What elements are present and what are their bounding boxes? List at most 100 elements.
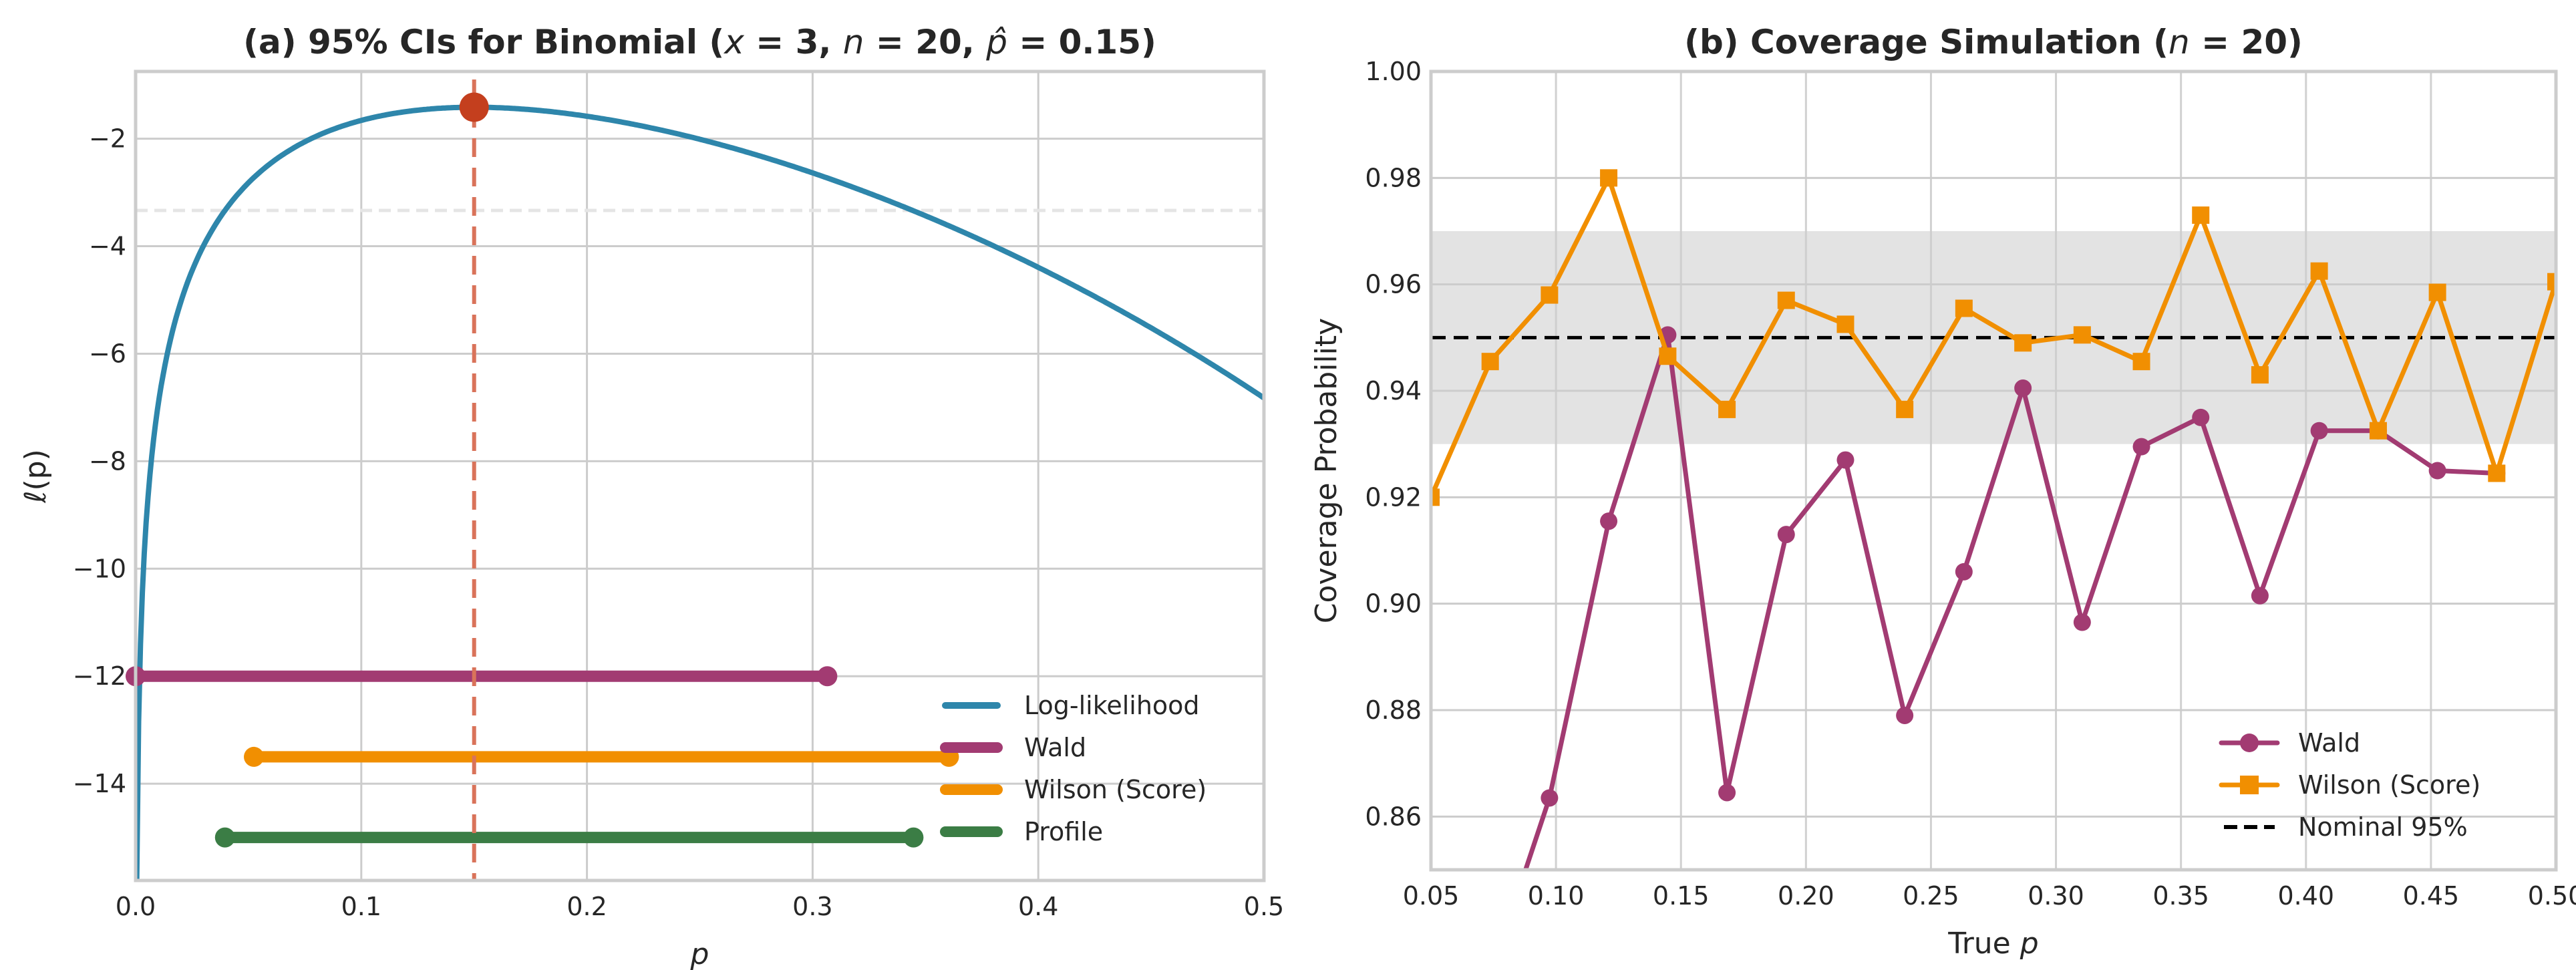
data-point [2251,587,2269,605]
data-point [2488,464,2506,482]
data-point [2310,422,2328,440]
data-point [1955,299,1973,317]
legend-entry: Wald [940,733,1086,762]
data-point [2192,206,2210,224]
y-tick-label: −6 [89,339,126,368]
x-tick-label: 0.3 [792,892,832,921]
data-point [1836,451,1855,469]
y-tick-label: −2 [89,124,126,154]
data-point [1481,353,1499,371]
x-tick-label: 0.10 [1528,881,1585,911]
legend-label: Nominal 95% [2298,812,2468,842]
legend-marker [2240,776,2259,794]
data-point [1431,488,1440,506]
ci-wald [126,666,838,687]
data-point [1777,291,1795,309]
x-tick-label: 0.35 [2152,881,2209,911]
panel-a-x-axis-label: p [690,937,709,970]
data-point [2014,334,2032,352]
data-point [2547,273,2556,291]
data-point [1955,562,1973,581]
ci-lower-endpoint [244,746,265,767]
data-point [1482,967,1499,970]
panel-b-frame [1429,69,2558,872]
legend-marker [2240,734,2259,752]
data-point [1600,512,1618,530]
series-line [1431,175,2556,498]
data-point [2428,462,2446,480]
x-tick-label: 0.0 [116,892,156,921]
legend-label: Wald [2298,728,2360,758]
x-tick-label: 0.5 [1244,892,1284,921]
y-tick-label: 0.98 [1365,163,1422,192]
y-tick-label: 1.00 [1365,57,1422,86]
x-tick-label: 0.05 [1403,881,1460,911]
data-point [1718,400,1736,418]
y-tick-label: 0.86 [1365,802,1422,831]
y-tick-label: 0.92 [1365,482,1422,512]
data-point [2251,366,2269,384]
x-tick-label: 0.50 [2528,881,2576,911]
x-tick-label: 0.40 [2277,881,2334,911]
legend-entry: Wald [2219,728,2360,758]
panel-b-coverage: 0.05 0.10 0.15 0.20 0.25 0.30 0.35 0.40 0.45 0.5 0… [1309,23,2576,970]
series-wilson-score [1431,169,2556,506]
panel-a-title: (a) 95% CIs for Binomial (x = 3, n = 20,… [243,23,1156,61]
data-point [1836,315,1855,333]
legend-entry: Nominal 95% [2224,812,2468,842]
panel-a-y-axis-label: ℓ(p) [19,449,53,503]
x-tick-label: 0.2 [567,892,607,921]
data-point [1541,286,1559,304]
y-tick-label: −4 [89,232,126,261]
legend-label: Wald [1024,733,1086,762]
x-tick-label: 0.15 [1653,881,1710,911]
legend-label: Wilson (Score) [2298,770,2480,800]
x-tick-label: 0.1 [341,892,381,921]
data-point [1600,169,1618,187]
loglik-curve [134,104,1266,879]
ci-upper-endpoint [817,666,838,687]
x-tick-label: 0.4 [1018,892,1058,921]
data-point [2369,422,2387,440]
data-point [2073,326,2091,344]
data-point [2014,379,2032,397]
data-point [1718,784,1736,802]
ci-wilson-score [244,746,959,767]
panel-b-x-axis-label: True p [1947,927,2038,961]
y-tick-label: 0.94 [1365,376,1422,406]
data-point [1896,400,1914,418]
y-tick-label: 0.88 [1365,695,1422,725]
data-point [2073,613,2091,631]
x-tick-label: 0.20 [1778,881,1834,911]
x-tick-label: 0.30 [2028,881,2084,911]
legend-entry: Wilson (Score) [940,775,1206,804]
panel-a-loglik-ci: 0.0 0.1 0.2 0.3 0.4 0.5 −2 −4 −6 −8 −10 −12 −14 (a) … [19,23,1284,970]
mle-point [459,92,489,122]
ci-profile [214,827,924,848]
panel-a-legend: Log-likelihood Wald Wilson (Score) Profile [940,691,1206,846]
legend-entry: Profile [940,817,1103,846]
y-tick-label: −12 [73,661,126,691]
x-tick-label: 0.25 [1903,881,1959,911]
y-tick-label: 0.96 [1365,270,1422,299]
panel-b-title: (b) Coverage Simulation (n = 20) [1684,23,2303,61]
x-tick-label: 0.45 [2403,881,2460,911]
ci-lower-endpoint [214,827,235,848]
data-point [1896,706,1914,724]
data-point [1541,789,1559,807]
data-point [2132,438,2150,456]
panel-b-legend: Wald Wilson (Score) Nominal 95% [2219,728,2480,842]
y-tick-label: −8 [89,446,126,476]
data-point [2192,408,2210,426]
data-point [1659,347,1677,365]
data-point [2428,283,2446,301]
y-tick-label: −10 [73,554,126,583]
legend-entry: Wilson (Score) [2219,770,2480,800]
legend-entry: Log-likelihood [942,691,1200,720]
panel-b-y-axis-label: Coverage Probability [1309,318,1343,623]
data-point [2310,262,2328,280]
legend-label: Wilson (Score) [1024,775,1206,804]
y-tick-label: −14 [73,769,126,798]
data-point [1777,526,1795,544]
